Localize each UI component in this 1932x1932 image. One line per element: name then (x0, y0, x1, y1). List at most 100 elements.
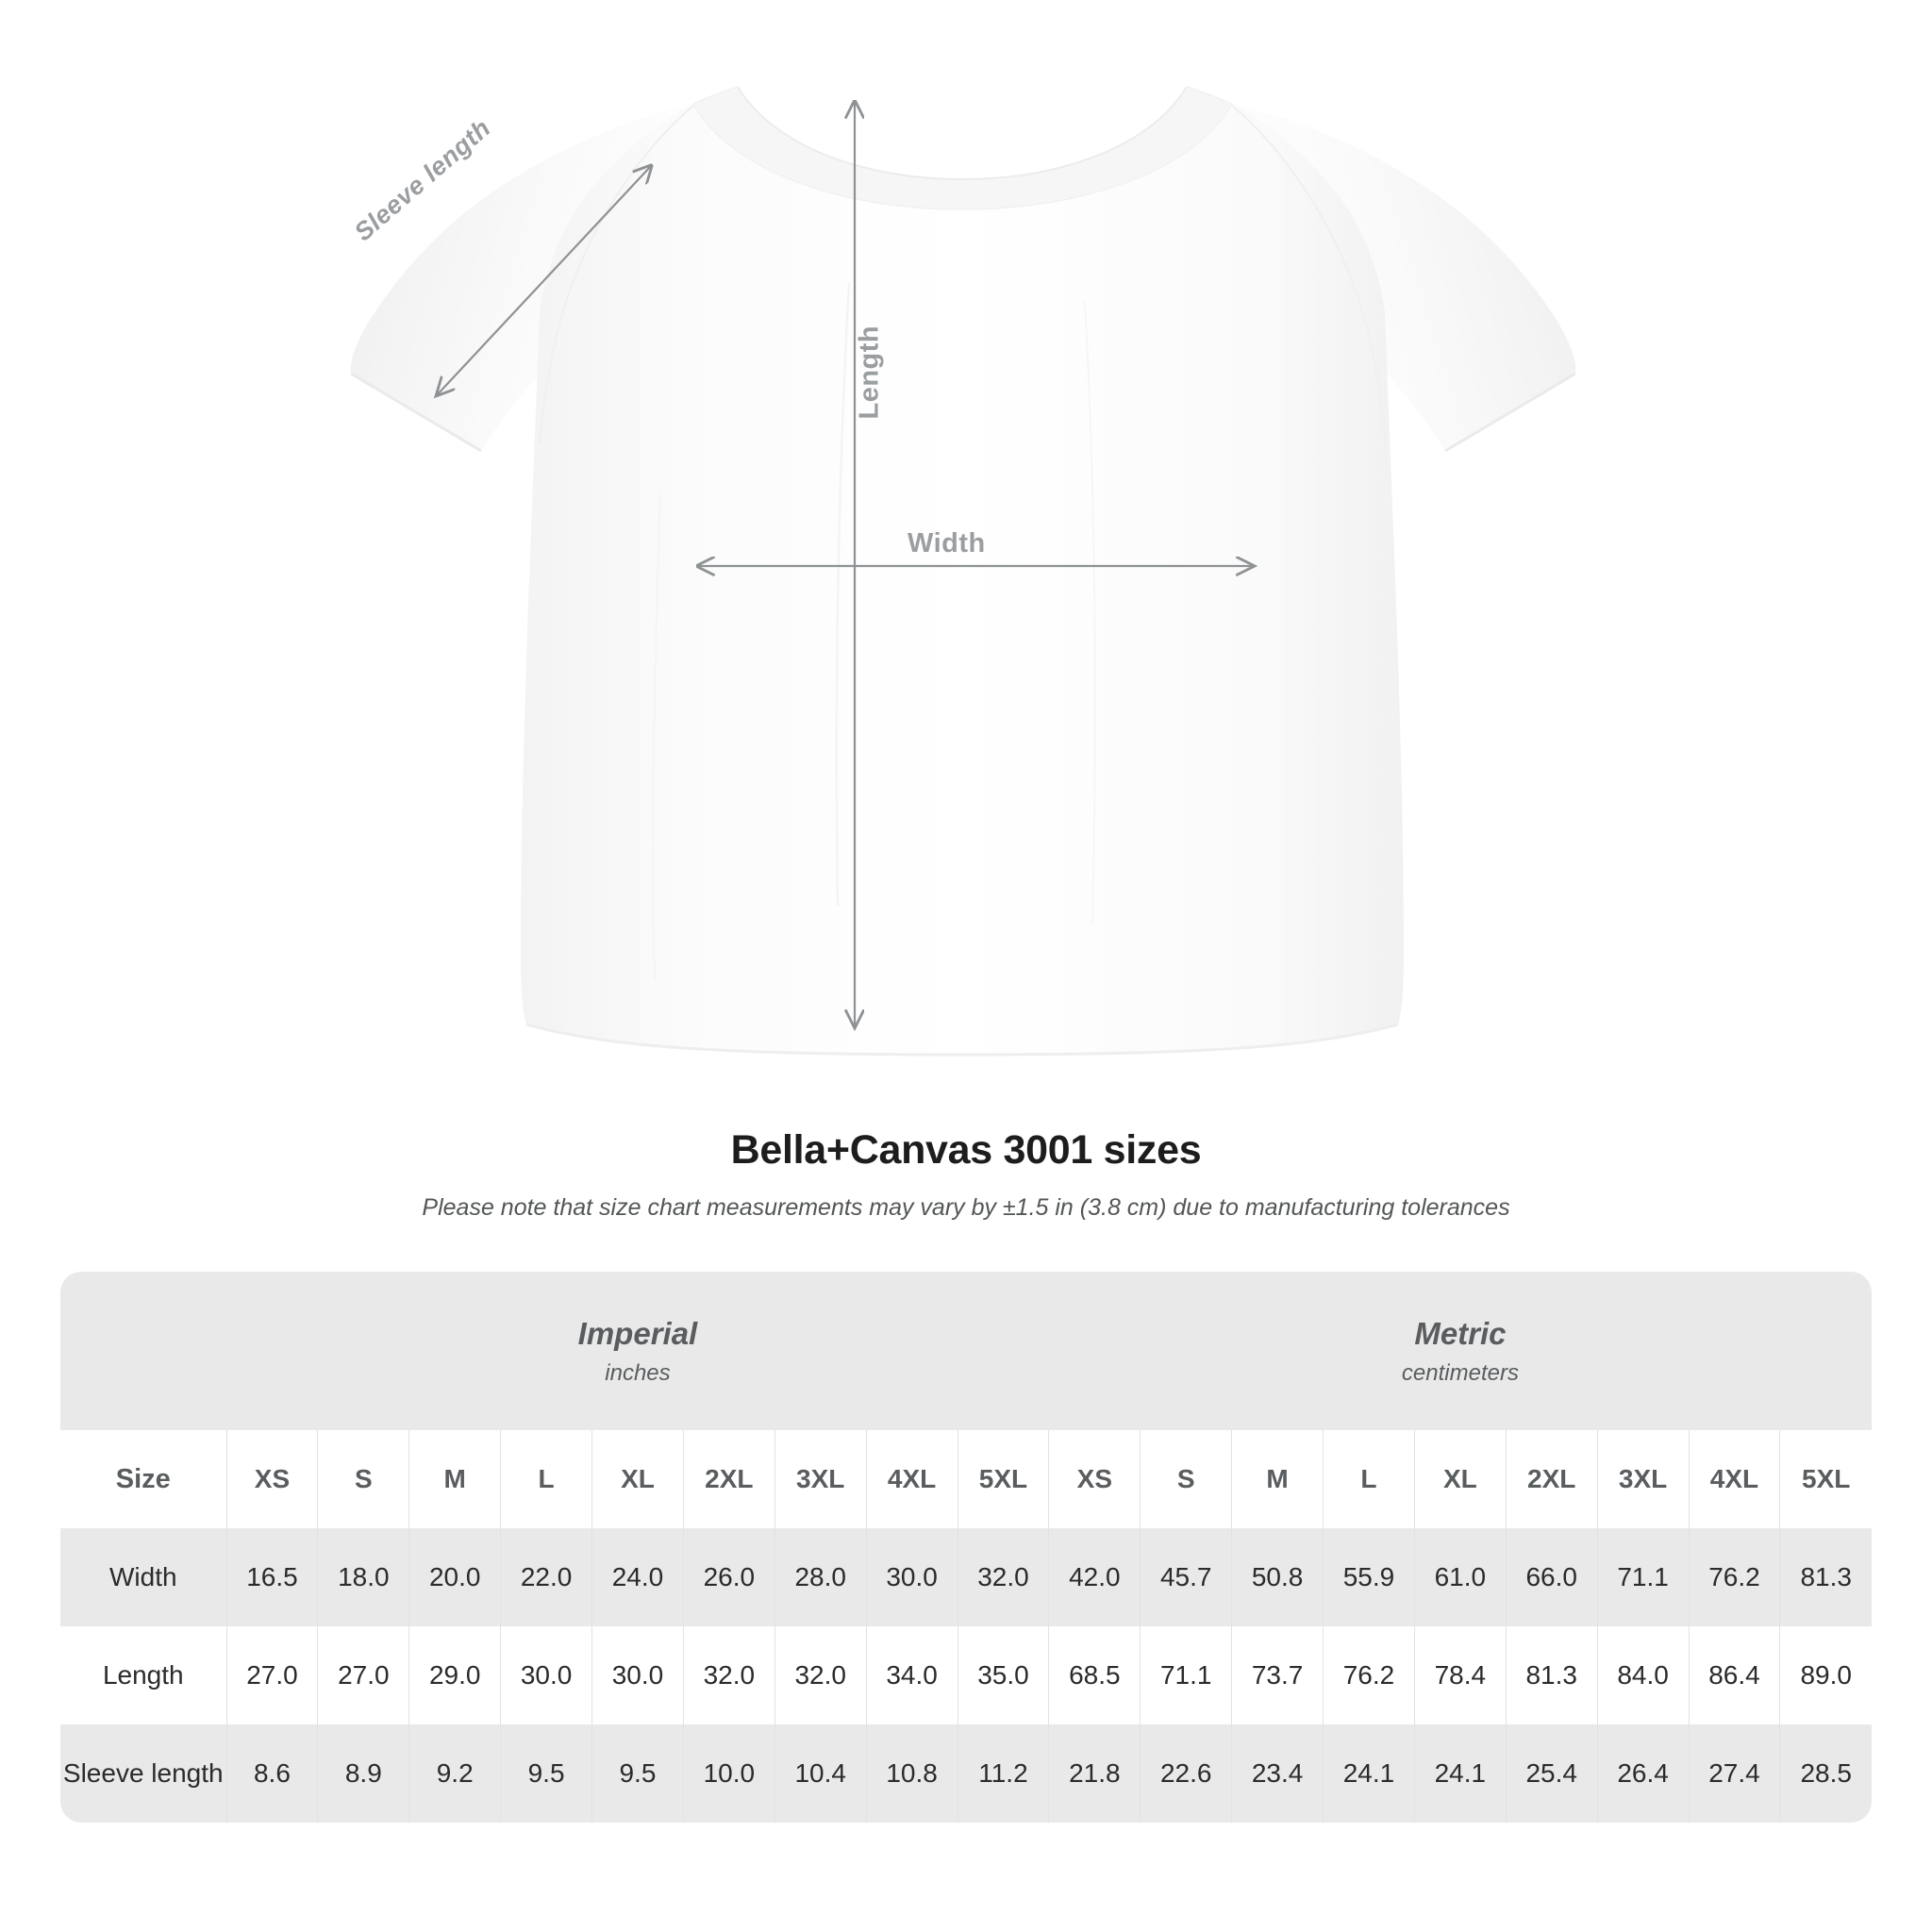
size-header-cell-4xl: 4XL (865, 1430, 958, 1528)
size-header-cell-xs: XS (1048, 1430, 1141, 1528)
cell-imperial-width-2xl: 26.0 (682, 1528, 775, 1626)
cell-metric-length-4xl: 86.4 (1688, 1626, 1780, 1724)
cell-metric-width-xl: 61.0 (1413, 1528, 1507, 1626)
unit-header-row: Imperial inches Metric centimeters (60, 1272, 1872, 1430)
tshirt-fold-2 (1084, 301, 1096, 925)
tshirt-shape (350, 86, 1576, 1057)
table-row: Sleeve length 8.6 8.9 9.2 9.5 9.5 10.0 10.4 10.8… (60, 1724, 1872, 1823)
cell-metric-length-2xl: 81.3 (1505, 1626, 1598, 1724)
cell-metric-sleeve-length-4xl: 27.4 (1688, 1724, 1780, 1823)
tshirt-left-sleeve-hem (350, 372, 482, 453)
cell-metric-sleeve-length-3xl: 26.4 (1596, 1724, 1690, 1823)
cell-metric-width-s: 45.7 (1140, 1528, 1232, 1626)
cell-imperial-length-4xl: 34.0 (865, 1626, 958, 1724)
cell-metric-sleeve-length-2xl: 25.4 (1505, 1724, 1598, 1823)
table-corner-cell (60, 1272, 227, 1430)
measurement-lines (436, 102, 1255, 1028)
cell-metric-width-5xl: 81.3 (1779, 1528, 1872, 1626)
size-header-cell-s: S (317, 1430, 409, 1528)
unit-group-name: Metric (1414, 1316, 1507, 1352)
size-header-cell-m: M (1231, 1430, 1324, 1528)
cell-metric-sleeve-length-xs: 21.8 (1048, 1724, 1141, 1823)
size-header-cell-xl: XL (591, 1430, 684, 1528)
cell-metric-sleeve-length-l: 24.1 (1323, 1724, 1415, 1823)
cell-imperial-sleeve-length-xs: 8.6 (225, 1724, 318, 1823)
tshirt-right-shoulder-seam (1231, 105, 1388, 444)
size-header-cell-2xl: 2XL (682, 1430, 775, 1528)
cell-metric-sleeve-length-5xl: 28.5 (1779, 1724, 1872, 1823)
cell-imperial-width-s: 18.0 (317, 1528, 409, 1626)
tshirt-body (521, 104, 1404, 1055)
tshirt-bottom-hem (525, 1023, 1399, 1057)
sleeve-length-arrow (436, 166, 651, 396)
length-label: Length (854, 325, 885, 420)
cell-metric-length-3xl: 84.0 (1596, 1626, 1690, 1724)
cell-imperial-sleeve-length-s: 8.9 (317, 1724, 409, 1823)
cell-imperial-width-m: 20.0 (408, 1528, 501, 1626)
cell-imperial-sleeve-length-xl: 9.5 (591, 1724, 684, 1823)
cell-imperial-length-3xl: 32.0 (774, 1626, 867, 1724)
page-title: Bella+Canvas 3001 sizes (730, 1127, 1202, 1173)
cell-imperial-length-xl: 30.0 (591, 1626, 684, 1724)
tshirt-neckline-inner (737, 86, 1188, 181)
cell-metric-width-m: 50.8 (1231, 1528, 1324, 1626)
cell-metric-sleeve-length-s: 22.6 (1140, 1724, 1232, 1823)
cell-metric-length-xl: 78.4 (1413, 1626, 1507, 1724)
unit-group-header-metric: Metric centimeters (1048, 1272, 1872, 1430)
size-header-label: Size (60, 1430, 227, 1528)
cell-imperial-width-xl: 24.0 (591, 1528, 684, 1626)
tshirt-diagram-svg (350, 86, 1576, 1057)
cell-metric-sleeve-length-m: 23.4 (1231, 1724, 1324, 1823)
cell-imperial-length-l: 30.0 (500, 1626, 592, 1724)
tshirt-fold-3 (652, 490, 661, 982)
cell-imperial-sleeve-length-4xl: 10.8 (865, 1724, 958, 1823)
size-header-cell-m: M (408, 1430, 501, 1528)
size-header-cell-5xl: 5XL (1779, 1430, 1872, 1528)
cell-imperial-width-xs: 16.5 (225, 1528, 318, 1626)
cell-metric-length-5xl: 89.0 (1779, 1626, 1872, 1724)
size-header-cell-5xl: 5XL (957, 1430, 1049, 1528)
page-subtitle: Please note that size chart measurements… (422, 1194, 1510, 1221)
size-header-cell-l: L (500, 1430, 592, 1528)
cell-metric-width-3xl: 71.1 (1596, 1528, 1690, 1626)
cell-imperial-width-l: 22.0 (500, 1528, 592, 1626)
size-header-cell-3xl: 3XL (1596, 1430, 1690, 1528)
cell-imperial-length-xs: 27.0 (225, 1626, 318, 1724)
size-header-cell-xs: XS (225, 1430, 318, 1528)
cell-imperial-width-3xl: 28.0 (774, 1528, 867, 1626)
size-header-cell-l: L (1323, 1430, 1415, 1528)
size-header-cell-xl: XL (1413, 1430, 1507, 1528)
cell-imperial-width-4xl: 30.0 (865, 1528, 958, 1626)
unit-group-unit: centimeters (1401, 1359, 1519, 1386)
width-label: Width (908, 528, 986, 558)
size-header-row: Size XS S M L XL 2XL 3XL 4XL 5XL XS S M L XL 2XL 3XL 4XL 5… (60, 1430, 1872, 1528)
cell-imperial-sleeve-length-m: 9.2 (408, 1724, 501, 1823)
size-header-cell-s: S (1140, 1430, 1232, 1528)
unit-group-unit: inches (605, 1359, 671, 1386)
size-header-cell-4xl: 4XL (1688, 1430, 1780, 1528)
cell-imperial-sleeve-length-l: 9.5 (500, 1724, 592, 1823)
tshirt-right-sleeve-hem (1444, 372, 1576, 453)
cell-metric-length-m: 73.7 (1231, 1626, 1324, 1724)
row-label-sleeve-length: Sleeve length (60, 1724, 227, 1823)
unit-group-name: Imperial (577, 1316, 698, 1352)
cell-imperial-sleeve-length-3xl: 10.4 (774, 1724, 867, 1823)
cell-imperial-length-m: 29.0 (408, 1626, 501, 1724)
cell-metric-width-l: 55.9 (1323, 1528, 1415, 1626)
cell-metric-length-s: 71.1 (1140, 1626, 1232, 1724)
cell-metric-width-4xl: 76.2 (1688, 1528, 1780, 1626)
size-header-cell-3xl: 3XL (774, 1430, 867, 1528)
cell-imperial-sleeve-length-2xl: 10.0 (682, 1724, 775, 1823)
chart-title-block: Bella+Canvas 3001 sizes Please note that… (0, 1127, 1932, 1222)
row-label-width: Width (60, 1528, 227, 1626)
size-chart-table: Imperial inches Metric centimeters Size XS S M L… (60, 1272, 1872, 1823)
tshirt-measurement-illustration: Sleeve length Length Width (349, 86, 1576, 1057)
cell-metric-length-xs: 68.5 (1048, 1626, 1141, 1724)
cell-imperial-length-2xl: 32.0 (682, 1626, 775, 1724)
unit-group-header-imperial: Imperial inches (226, 1272, 1049, 1430)
cell-metric-sleeve-length-xl: 24.1 (1413, 1724, 1507, 1823)
size-header-cell-2xl: 2XL (1505, 1430, 1598, 1528)
cell-metric-width-2xl: 66.0 (1505, 1528, 1598, 1626)
row-label-length: Length (60, 1626, 227, 1724)
cell-imperial-length-s: 27.0 (317, 1626, 409, 1724)
